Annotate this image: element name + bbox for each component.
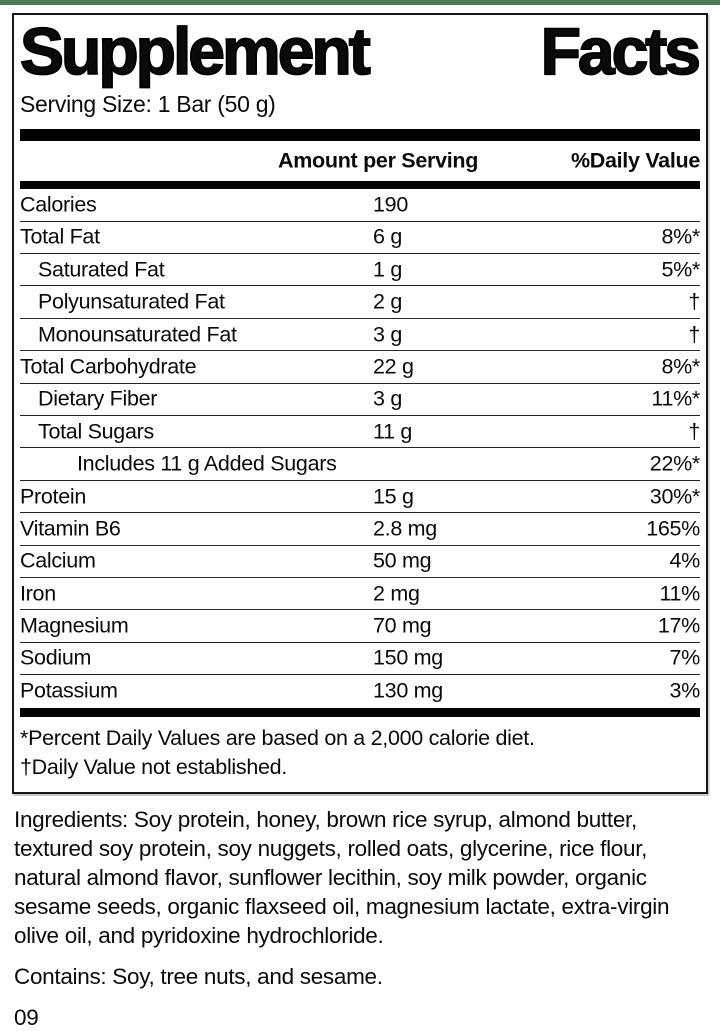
column-header-row: Amount per Serving %Daily Value <box>20 141 700 181</box>
serving-size-text: Serving Size: 1 Bar (50 g) <box>20 91 276 118</box>
nutrient-name: Vitamin B6 <box>20 516 121 541</box>
nutrient-daily-value: † <box>688 419 700 444</box>
nutrient-name: Polyunsaturated Fat <box>38 289 225 314</box>
nutrient-name: Magnesium <box>20 613 129 638</box>
table-row: Total Fat 6 g 8%* <box>20 222 700 255</box>
amount-per-serving-header: Amount per Serving <box>278 148 479 173</box>
table-row: Sodium 150 mg 7% <box>20 643 701 676</box>
nutrient-daily-value: 22%* <box>649 451 701 476</box>
nutrient-name: Sodium <box>20 645 92 670</box>
nutrient-name: Total Fat <box>20 224 100 249</box>
nutrient-amount: 6 g <box>373 224 402 249</box>
lot-code: 09 <box>14 1004 39 1030</box>
nutrient-daily-value: 11%* <box>651 386 700 411</box>
nutrient-daily-value: 4% <box>669 548 701 573</box>
daily-value-header: %Daily Value <box>570 148 700 173</box>
table-row: Total Carbohydrate 22 g 8%* <box>20 351 700 384</box>
table-row: Monounsaturated Fat 3 g † <box>20 319 700 352</box>
table-row: Protein 15 g 30%* <box>20 481 701 514</box>
table-row: Iron 2 mg 11% <box>20 578 700 611</box>
nutrient-name: Calories <box>20 192 97 217</box>
table-row: Saturated Fat 1 g 5%* <box>20 254 700 287</box>
thick-divider-bottom <box>20 707 700 717</box>
nutrient-daily-value: 17% <box>657 613 700 638</box>
table-row: Vitamin B6 2.8 mg 165% <box>20 513 700 546</box>
thick-divider-header <box>20 181 700 190</box>
footnotes: *Percent Daily Values are based on a 2,0… <box>20 717 700 782</box>
nutrient-amount: 150 mg <box>373 645 443 670</box>
ingredients-text: Ingredients: Soy protein, honey, brown r… <box>14 806 670 948</box>
nutrient-amount: 15 g <box>373 484 414 508</box>
nutrient-amount: 3 g <box>373 322 402 347</box>
nutrient-amount: 190 <box>373 192 408 217</box>
nutrient-daily-value: 5%* <box>661 257 700 282</box>
nutrient-daily-value: † <box>688 322 700 347</box>
panel-title-word-facts: Facts <box>540 14 702 88</box>
table-row: Magnesium 70 mg 17% <box>20 610 700 643</box>
contains-allergens-text: Contains: Soy, tree nuts, and sesame. <box>14 963 383 989</box>
nutrient-daily-value: 7% <box>669 645 701 670</box>
nutrient-name: Total Sugars <box>38 419 154 444</box>
table-row: Dietary Fiber 3 g 11%* <box>20 384 700 417</box>
panel-title: Supplement Facts <box>19 14 702 88</box>
supplement-facts-panel: Supplement Facts Serving Size: 1 Bar (50… <box>12 13 708 794</box>
nutrient-amount: 130 mg <box>373 678 443 703</box>
nutrient-amount: 50 mg <box>373 548 432 573</box>
table-row: Calories 190 <box>20 189 700 222</box>
facts-table: Calories 190 Total Fat 6 g 8%* Saturated Fat 1… <box>20 189 700 707</box>
footnote-daily-value-not-established: †Daily Value not established. <box>20 754 287 779</box>
nutrient-name: Calcium <box>20 548 96 573</box>
nutrient-name: Protein <box>20 484 87 508</box>
nutrient-amount: 70 mg <box>373 613 432 638</box>
nutrient-name: Iron <box>20 581 56 606</box>
panel-title-word-supplement: Supplement <box>19 14 371 88</box>
top-accent-bar <box>0 0 720 5</box>
nutrient-daily-value: 8%* <box>661 224 700 249</box>
nutrient-name: Potassium <box>20 678 118 703</box>
nutrient-daily-value: 11% <box>659 581 700 606</box>
nutrient-daily-value: 8%* <box>661 354 700 379</box>
nutrient-daily-value: 3% <box>669 678 701 703</box>
nutrient-amount: 2.8 mg <box>373 516 437 541</box>
nutrient-daily-value: 30%* <box>649 484 701 508</box>
nutrient-amount: 22 g <box>373 354 414 379</box>
nutrient-name: Includes 11 g Added Sugars <box>77 451 337 476</box>
table-row: Calcium 50 mg 4% <box>20 546 700 578</box>
footnote-percent-daily-values: *Percent Daily Values are based on a 2,0… <box>20 725 535 750</box>
nutrient-name: Saturated Fat <box>38 257 165 282</box>
table-row: Polyunsaturated Fat 2 g † <box>20 286 700 319</box>
nutrient-amount: 2 g <box>373 289 402 314</box>
nutrient-name: Monounsaturated Fat <box>38 322 237 347</box>
nutrient-name: Dietary Fiber <box>38 386 158 411</box>
table-row: Includes 11 g Added Sugars 22%* <box>20 448 701 481</box>
nutrient-amount: 3 g <box>373 386 402 411</box>
table-row: Potassium 130 mg 3% <box>20 675 700 707</box>
nutrient-name: Total Carbohydrate <box>20 354 197 379</box>
nutrient-daily-value: † <box>688 289 700 314</box>
nutrient-amount: 11 g <box>373 419 413 444</box>
nutrient-amount: 2 mg <box>373 581 420 606</box>
table-row: Total Sugars 11 g † <box>20 416 700 449</box>
nutrient-amount: 1 g <box>373 257 402 282</box>
thick-divider-top <box>20 129 700 142</box>
nutrient-daily-value: 165% <box>646 516 700 541</box>
